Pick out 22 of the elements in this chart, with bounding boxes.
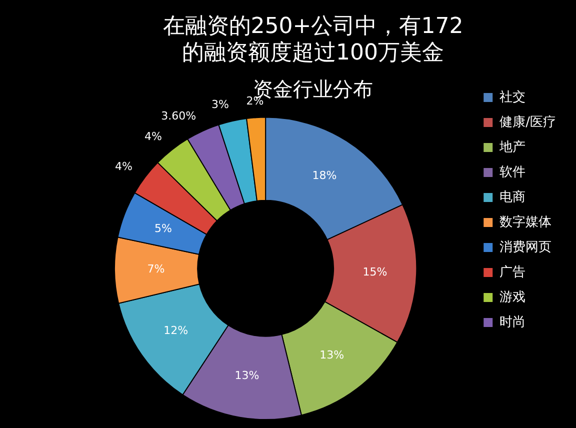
legend-label: 消费网页 bbox=[500, 240, 552, 255]
data-label: 4% bbox=[115, 160, 133, 174]
data-label: 13% bbox=[234, 369, 260, 382]
data-label: 7% bbox=[147, 262, 165, 276]
chart-title: 在融资的250+公司中，有172 的融资额度超过100万美金 bbox=[162, 14, 464, 66]
legend-label: 广告 bbox=[500, 264, 526, 280]
legend-label: 社交 bbox=[500, 88, 526, 105]
legend-label: 时尚 bbox=[500, 314, 526, 330]
data-label: 18% bbox=[312, 168, 337, 182]
legend-label: 地产 bbox=[498, 140, 526, 155]
legend-label: 数字媒体 bbox=[500, 214, 552, 230]
legend-label: 游戏 bbox=[500, 290, 526, 305]
data-label: 15% bbox=[362, 265, 388, 278]
data-label: 12% bbox=[164, 324, 188, 338]
legend-label: 电商 bbox=[500, 190, 526, 205]
data-label: 5% bbox=[154, 222, 172, 236]
legend-label: 软件 bbox=[500, 164, 526, 180]
data-label: 3% bbox=[212, 98, 229, 112]
data-label: 13% bbox=[320, 348, 344, 362]
data-label: 4% bbox=[144, 130, 162, 144]
data-label: 3.60% bbox=[161, 109, 196, 122]
legend-label: 健康/医疗 bbox=[500, 114, 556, 130]
